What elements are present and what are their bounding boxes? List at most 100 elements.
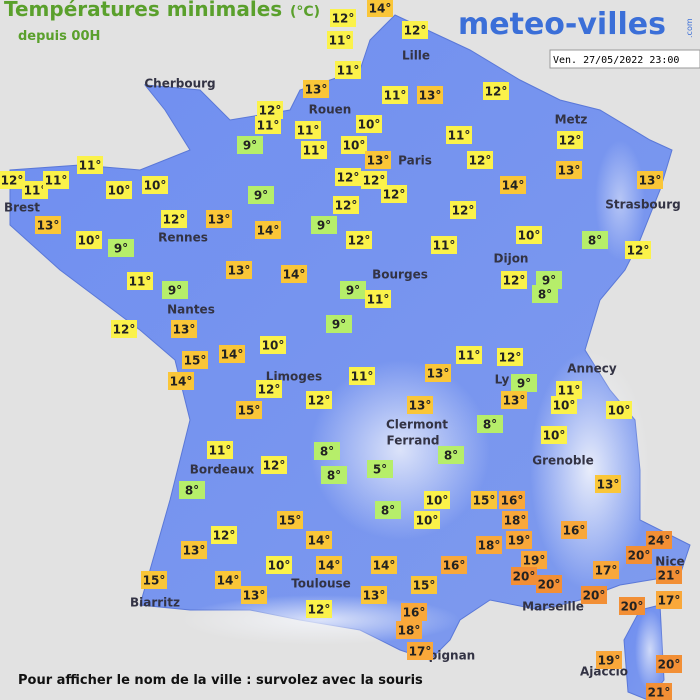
- temperature-label: 13°: [639, 174, 662, 188]
- temperature-label: 20°: [538, 578, 561, 592]
- temperature-label: 10°: [358, 118, 381, 132]
- temperature-box: [441, 556, 467, 574]
- temperatures: 14°12°12°11°11°13° 11° 13° 12°12°11° 11° 10°1…: [0, 0, 682, 700]
- temperature-box: [255, 221, 281, 239]
- temperature-box: [321, 466, 347, 484]
- temperature-box: [365, 290, 391, 308]
- temperature-label: 12°: [332, 12, 355, 26]
- city-name: Rouen: [309, 103, 352, 117]
- temperature-label: 9°: [254, 189, 268, 203]
- temperature-box: [168, 372, 194, 390]
- temperature-label: 20°: [628, 549, 651, 563]
- temperature-box: [556, 381, 582, 399]
- city-name: Toulouse: [291, 577, 351, 591]
- temperature-label: 10°: [268, 559, 291, 573]
- temperature-box: [301, 141, 327, 159]
- temperature-label: 10°: [608, 404, 631, 418]
- header: Températures minimales (°C) depuis 00H m…: [4, 0, 700, 69]
- temperature-box: [656, 655, 682, 673]
- temperature-label: 9°: [542, 274, 556, 288]
- timestamp: Ven. 27/05/2022 23:00: [553, 55, 679, 66]
- temperature-box: [411, 576, 437, 594]
- temperature-box: [255, 116, 281, 134]
- temperature-label: 8°: [444, 449, 458, 463]
- temperature-box: [335, 168, 361, 186]
- temperature-label: 13°: [305, 83, 328, 97]
- temperature-label: 14°: [257, 224, 280, 238]
- temperature-label: 5°: [373, 463, 387, 477]
- temperature-label: 12°: [348, 234, 371, 248]
- city-name: Marseille: [522, 600, 584, 614]
- temperature-label: 19°: [508, 534, 531, 548]
- temperature-box: [501, 271, 527, 289]
- temperature-box: [256, 380, 282, 398]
- temperature-box: [261, 456, 287, 474]
- temperature-label: 12°: [308, 394, 331, 408]
- temperature-label: 14°: [373, 559, 396, 573]
- temperature-label: 16°: [501, 494, 524, 508]
- temperature-box: [361, 171, 387, 189]
- temperature-box: [402, 21, 428, 39]
- temperature-label: 11°: [209, 444, 232, 458]
- temperature-box: [257, 101, 283, 119]
- temperature-label: 13°: [503, 394, 526, 408]
- temperature-box: [536, 271, 562, 289]
- temperature-label: 11°: [558, 384, 581, 398]
- city-name: Rennes: [158, 231, 208, 245]
- temperature-label: 10°: [144, 179, 167, 193]
- temperature-label: 12°: [113, 323, 136, 337]
- temperature-box: [326, 315, 352, 333]
- temperature-box: [35, 216, 61, 234]
- temperature-label: 10°: [78, 234, 101, 248]
- temperature-label: 15°: [473, 494, 496, 508]
- temperature-label: 13°: [427, 367, 450, 381]
- temperature-box: [108, 239, 134, 257]
- temperature-label: 13°: [208, 213, 231, 227]
- temperature-label: 13°: [183, 544, 206, 558]
- temperature-label: 12°: [308, 603, 331, 617]
- temperature-box: [211, 526, 237, 544]
- temperature-label: 11°: [337, 64, 360, 78]
- city-name: Ferrand: [387, 434, 440, 448]
- temperature-label: 8°: [483, 418, 497, 432]
- temperature-box: [551, 396, 577, 414]
- temperature-box: [625, 241, 651, 259]
- temperature-label: 8°: [320, 445, 334, 459]
- temperature-label: 10°: [543, 429, 566, 443]
- temperature-label: 12°: [263, 459, 286, 473]
- city-name: Paris: [398, 154, 432, 168]
- temperature-label: 13°: [419, 89, 442, 103]
- temperature-box: [511, 567, 537, 585]
- temperature-label: 8°: [327, 469, 341, 483]
- temperature-label: 19°: [523, 554, 546, 568]
- temperature-label: 13°: [173, 323, 196, 337]
- temperature-box: [637, 171, 663, 189]
- temperature-box: [22, 181, 48, 199]
- temperature-label: 10°: [416, 514, 439, 528]
- temperature-box: [656, 591, 682, 609]
- temperature-label: 16°: [563, 524, 586, 538]
- temperature-label: 10°: [553, 399, 576, 413]
- temperature-label: 12°: [559, 134, 582, 148]
- temperature-box: [476, 536, 502, 554]
- city-name: Cherbourg: [144, 77, 215, 91]
- temperature-label: 11°: [257, 119, 280, 133]
- temperature-box: [396, 621, 422, 639]
- city-name: Clermont: [386, 418, 448, 432]
- temperature-box: [382, 86, 408, 104]
- temperature-label: 8°: [381, 504, 395, 518]
- temperature-label: 21°: [658, 569, 681, 583]
- temperature-box: [330, 9, 356, 27]
- temperature-box: [182, 351, 208, 369]
- temperature-box: [371, 556, 397, 574]
- temperature-box: [502, 511, 528, 529]
- city-name: Annecy: [567, 362, 617, 376]
- temperature-box: [417, 86, 443, 104]
- temperature-label: 9°: [517, 377, 531, 391]
- city-name: Dijon: [494, 252, 529, 266]
- temperature-box: [483, 82, 509, 100]
- temperature-label: 12°: [503, 274, 526, 288]
- temperature-label: 12°: [337, 171, 360, 185]
- temperature-label: 24°: [648, 534, 671, 548]
